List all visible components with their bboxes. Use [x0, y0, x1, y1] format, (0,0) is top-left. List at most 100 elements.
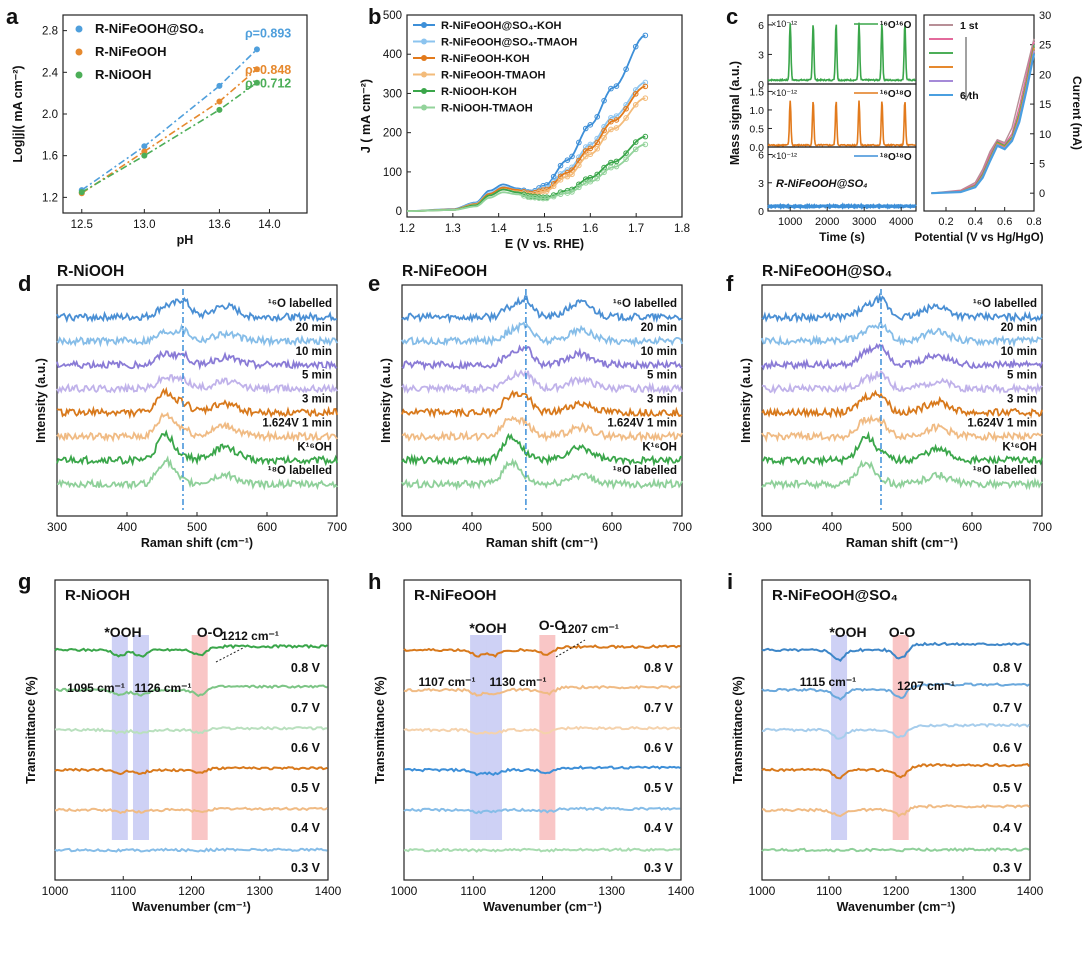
b-xtick-label: 1.2: [399, 223, 415, 235]
data-point: [216, 82, 223, 89]
data-point: [543, 195, 550, 202]
raman-spectrum: [56, 296, 338, 324]
ir-spectrum: [403, 847, 681, 853]
raman-spectrum: [56, 429, 338, 467]
data-point: [642, 133, 649, 140]
cv-ytick-label: 20: [1039, 69, 1051, 81]
spectrum-label: 3 min: [1007, 394, 1037, 406]
data-point: [608, 126, 614, 133]
spectrum-label: 1.624V 1 min: [967, 417, 1037, 429]
sample-label: R-NiFeOOH@SO₄: [776, 178, 868, 190]
wavenumber-annotation: 1130 cm⁻¹: [489, 675, 546, 689]
data-point: [543, 188, 550, 194]
potential-label: 0.6 V: [644, 741, 674, 755]
panel-label-b: b: [368, 4, 381, 29]
panel-label-a: a: [6, 4, 19, 29]
band-label: *OOH: [104, 624, 141, 640]
legend-label: R-NiFeOOH@SO₄: [95, 21, 204, 36]
spectrum-label: ¹⁸O labelled: [613, 465, 677, 477]
exponent-label: ×10⁻¹²: [771, 151, 797, 161]
arrow-head: [961, 91, 971, 102]
potential-label: 0.4 V: [644, 821, 674, 835]
mass-subplot-frame: [767, 146, 917, 212]
cv-frame: [923, 14, 1035, 212]
data-point: [253, 66, 260, 73]
h-xtick-label: 1300: [598, 884, 625, 898]
data-point: [569, 189, 575, 195]
data-point: [564, 157, 571, 163]
c-ytick-label: 0.0: [749, 142, 764, 154]
ir-spectrum: [761, 682, 1030, 701]
b-xtick-label: 1.5: [537, 223, 553, 235]
spectrum-label: 5 min: [647, 370, 677, 382]
spectrum-label: 1.624V 1 min: [262, 417, 332, 429]
f-xlabel: Raman shift (cm⁻¹): [846, 536, 958, 550]
potential-label: 0.8 V: [291, 661, 321, 675]
b-xtick-label: 1.8: [674, 223, 690, 235]
c-ytick-label: 6: [758, 150, 764, 162]
e-xtick-label: 500: [532, 520, 552, 534]
b-ytick-label: 400: [383, 49, 402, 61]
h-xtick-label: 1100: [460, 884, 486, 898]
f-xtick-label: 600: [962, 520, 982, 534]
data-point: [594, 113, 601, 120]
data-point: [525, 194, 531, 200]
spectrum-label: 3 min: [302, 394, 332, 406]
legend-marker: [421, 22, 427, 28]
i-xtick-label: 1400: [1017, 884, 1044, 898]
data-point: [587, 174, 594, 181]
ir-spectrum: [55, 806, 328, 815]
ir-spectrum: [54, 644, 328, 658]
data-point: [576, 184, 582, 191]
ir-spectrum: [403, 806, 681, 815]
highlight-band: [892, 635, 909, 840]
legend-marker: [421, 104, 427, 111]
g-xtick-label: 1200: [178, 884, 205, 898]
raman-spectrum: [761, 369, 1043, 396]
data-point: [601, 127, 607, 134]
e-xtick-label: 700: [672, 520, 692, 534]
b-xlabel: E (V vs. RHE): [505, 237, 584, 251]
panel-label-d: d: [18, 271, 31, 296]
e-ylabel: Intensity (a.u.): [379, 358, 393, 443]
potential-label: 0.6 V: [291, 741, 321, 755]
data-point: [642, 79, 649, 86]
raman-spectrum: [401, 321, 683, 348]
cv-ytick-label: 0: [1039, 188, 1045, 200]
c-ytick-label: 0: [758, 206, 764, 218]
highlight-band: [470, 635, 487, 840]
data-point: [550, 193, 557, 200]
legend-marker: [75, 71, 83, 79]
cv-ytick-label: 30: [1039, 10, 1051, 22]
data-point: [642, 83, 649, 90]
data-point: [587, 178, 594, 185]
data-point: [78, 189, 85, 196]
data-point: [642, 32, 649, 39]
c-ytick-label: 3: [758, 178, 764, 190]
spectrum-label: ¹⁶O labelled: [268, 298, 332, 310]
c-ytick-label: 3: [758, 49, 764, 61]
mass-signal-line: [767, 22, 916, 83]
d-xtick-label: 500: [187, 520, 207, 534]
d-xlabel: Raman shift (cm⁻¹): [141, 536, 253, 550]
band-label: O-O: [197, 624, 224, 640]
legend-label: R-NiOOH-KOH: [441, 86, 517, 98]
data-point: [141, 152, 148, 159]
spectrum-label: ¹⁶O labelled: [973, 298, 1037, 310]
data-point: [601, 97, 607, 104]
legend-marker: [75, 48, 83, 56]
data-point: [582, 153, 589, 160]
legend-marker: [421, 38, 427, 45]
i-xlabel: Wavenumber (cm⁻¹): [837, 900, 956, 914]
ir-spectrum: [54, 725, 328, 735]
data-point: [557, 191, 564, 198]
data-point: [582, 125, 589, 132]
raman-spectrum: [401, 415, 683, 443]
data-point: [253, 79, 260, 86]
e-xtick-label: 300: [392, 520, 412, 534]
c-xtick-label: 1000: [778, 216, 802, 228]
panel-title: R-NiFeOOH: [414, 587, 497, 604]
b-ytick-label: 100: [383, 167, 402, 179]
h-ylabel: Transmittance (%): [373, 676, 387, 784]
panel-title: R-NiFeOOH: [402, 263, 487, 280]
